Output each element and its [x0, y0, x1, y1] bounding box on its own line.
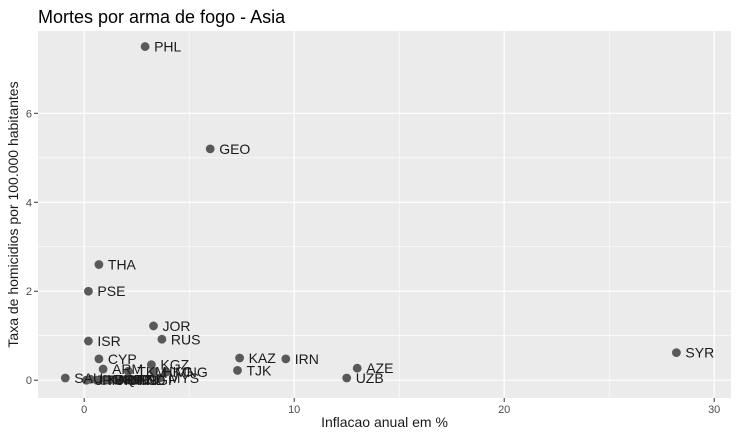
point-label-kor: KOR — [118, 372, 148, 388]
point-label-syr: SYR — [685, 345, 714, 361]
x-axis-title: Inflacao anual em % — [321, 414, 448, 430]
data-point-rus — [157, 334, 167, 344]
data-point-pse — [84, 286, 93, 296]
data-point-mng — [161, 367, 171, 377]
point-label-irn: IRN — [295, 351, 319, 367]
point-label-tha: THA — [108, 257, 137, 273]
point-label-jpn: JPN — [95, 372, 121, 388]
y-tick-label: 0 — [26, 375, 32, 387]
data-point-kor — [105, 375, 114, 385]
point-label-tur: TUR — [106, 372, 135, 388]
point-label-ind: IND — [142, 372, 166, 388]
point-label-isr: ISR — [97, 333, 120, 349]
point-label-hkg: HKG — [163, 363, 193, 379]
data-point-syr — [672, 348, 681, 358]
data-point-tha — [94, 260, 104, 269]
data-point-cyp — [94, 354, 104, 364]
point-label-kaz: KAZ — [249, 350, 277, 366]
point-label-cyp: CYP — [108, 351, 137, 367]
x-tick-label: 10 — [288, 404, 300, 416]
point-label-arm: ARM — [112, 361, 143, 377]
data-point-jpn — [81, 375, 91, 385]
point-label-sgp: SGP — [148, 372, 178, 388]
data-point-tur — [92, 375, 102, 385]
data-points — [60, 42, 681, 385]
data-point-tkm — [123, 366, 133, 376]
y-axis-title: Taxa de homicidios por 100.000 habitante… — [5, 81, 21, 347]
y-tick-label: 4 — [26, 197, 32, 209]
data-point-chn — [113, 375, 123, 385]
data-point-phl — [140, 42, 150, 51]
point-label-tkm: TKM — [137, 363, 167, 379]
data-point-geo — [205, 144, 215, 154]
data-point-kgz — [147, 360, 156, 370]
point-label-mng: MNG — [175, 364, 208, 380]
x-axis-ticks: 0 10 20 30 — [81, 398, 720, 416]
data-point-mys — [155, 373, 165, 383]
y-tick-label: 2 — [26, 286, 32, 298]
point-label-idn: IDN — [135, 371, 159, 387]
point-label-sau: SAU — [74, 370, 103, 386]
point-label-phl: PHL — [154, 39, 181, 55]
point-label-rus: RUS — [171, 331, 201, 347]
data-point-ind — [128, 375, 137, 385]
x-tick-label: 0 — [81, 404, 87, 416]
data-point-isr — [84, 336, 93, 346]
data-point-irn — [281, 354, 291, 364]
chart-title: Mortes por arma de fogo - Asia — [38, 7, 286, 27]
major-gridlines — [38, 31, 731, 398]
point-label-aze: AZE — [366, 360, 393, 376]
x-tick-label: 20 — [498, 404, 510, 416]
data-point-arm — [98, 364, 108, 374]
minor-gridlines — [38, 31, 731, 398]
x-tick-label: 30 — [708, 404, 720, 416]
plot-panel — [38, 31, 731, 398]
data-point-hkg — [149, 366, 158, 376]
data-point-uzb — [342, 373, 352, 383]
point-label-pse: PSE — [97, 283, 125, 299]
point-label-uzb: UZB — [356, 370, 384, 386]
point-label-mys: MYS — [169, 370, 199, 386]
point-label-tjk: TJK — [247, 362, 273, 378]
y-axis-ticks: 0 2 4 6 — [26, 108, 38, 387]
data-point-tjk — [233, 366, 242, 375]
data-point-sgp — [134, 375, 144, 385]
point-label-geo: GEO — [219, 141, 250, 157]
point-label-lka: LKA — [100, 371, 127, 387]
data-point-aze — [352, 363, 362, 373]
y-tick-label: 6 — [26, 108, 32, 120]
data-point-kaz — [235, 353, 245, 363]
point-label-jor: JOR — [163, 318, 191, 334]
point-label-qat: QAT — [125, 371, 153, 387]
point-label-chn: CHN — [127, 372, 157, 388]
data-point-jor — [149, 321, 158, 331]
data-point-sau — [60, 373, 70, 383]
point-label-bhr: BHR — [114, 371, 144, 387]
point-label-kgz: KGZ — [160, 357, 189, 373]
